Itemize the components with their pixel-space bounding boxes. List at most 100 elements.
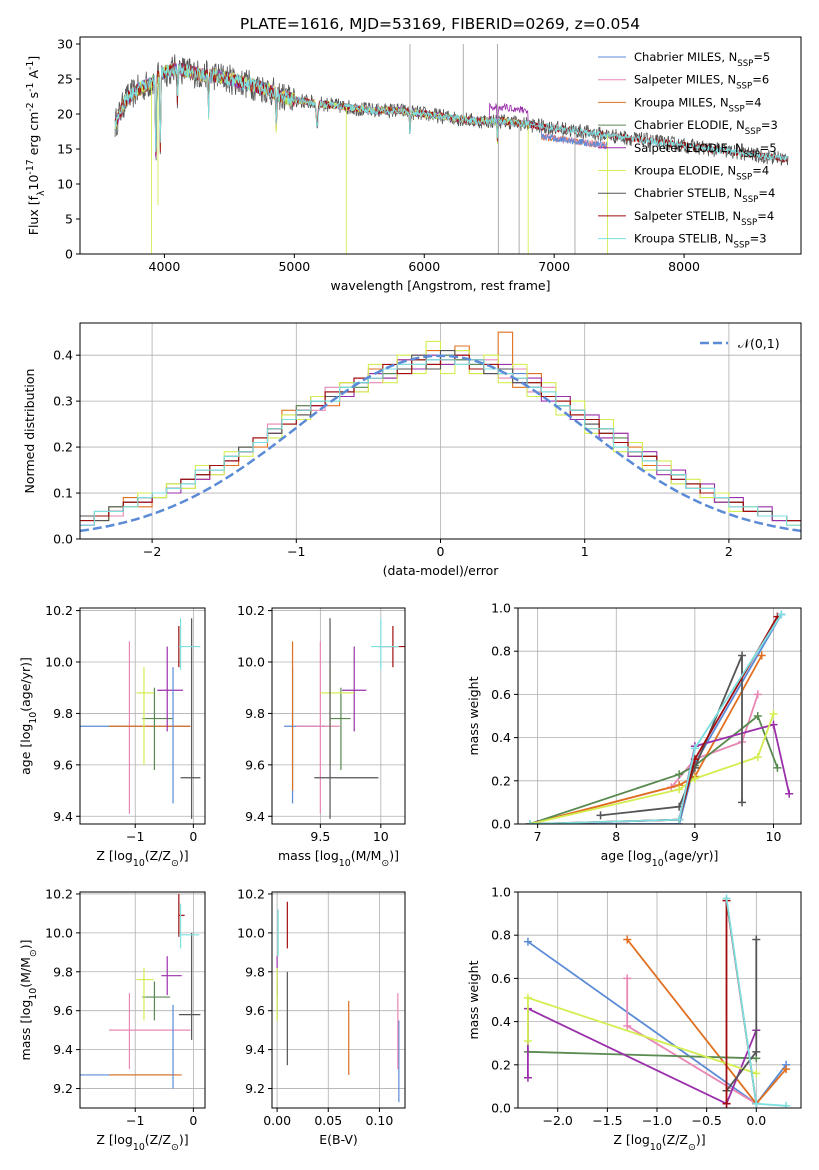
y-tick-label: 5 bbox=[65, 212, 73, 227]
y-tick-label: 9.8 bbox=[53, 964, 73, 979]
x-axis-label: age [log10(age/yr)] bbox=[601, 848, 719, 869]
legend-label: Salpeter STELIB, NSSP=4 bbox=[634, 209, 774, 228]
y-axis-label: mass weight bbox=[466, 960, 481, 1039]
axes-frame bbox=[517, 891, 802, 1109]
y-tick-label: 15 bbox=[57, 142, 73, 157]
legend-label: Chabrier STELIB, NSSP=4 bbox=[634, 186, 775, 205]
panel-age-vs-z: −1 0 9.4 9.6 9.8 10.0 10.2 Z [log10(Z/Z⊙)] age [… bbox=[18, 603, 206, 869]
weight-line-kroupa-elodie bbox=[525, 709, 778, 824]
y-tick-label: 30 bbox=[57, 37, 73, 52]
x-tick-label: 0 bbox=[189, 1113, 197, 1128]
y-tick-label: 0.8 bbox=[491, 928, 511, 943]
errorbar-point-salpeter-elodie bbox=[157, 646, 183, 732]
errorbar-point-kroupa-elodie bbox=[136, 667, 154, 765]
plot-area-age-vs-z bbox=[80, 618, 201, 819]
x-tick-label: −2.0 bbox=[543, 1113, 573, 1128]
y-tick-label: 0.0 bbox=[491, 1101, 511, 1116]
x-tick-label: 10 bbox=[373, 829, 389, 844]
x-tick-label: 9.5 bbox=[310, 829, 330, 844]
x-tick-label: 7000 bbox=[538, 259, 570, 274]
x-axis-label: (data-model)/error bbox=[383, 563, 500, 578]
weight-line-chabrier-elodie bbox=[523, 1047, 761, 1063]
weight-line-kroupa-miles bbox=[525, 651, 766, 824]
weight-line-salpeter-elodie bbox=[533, 720, 794, 824]
errorbar-point-chabrier-elodie bbox=[330, 687, 351, 770]
x-tick-label: 1 bbox=[581, 544, 589, 559]
x-axis-label: Z [log10(Z/Z⊙)] bbox=[96, 848, 188, 869]
weight-line-chabrier-elodie bbox=[525, 712, 782, 824]
y-tick-label: 0.0 bbox=[53, 532, 73, 547]
y-tick-label: 0 bbox=[65, 247, 73, 262]
y-tick-label: 0.4 bbox=[491, 1014, 511, 1029]
y-tick-label: 0.4 bbox=[491, 730, 511, 745]
errorbar-point-chabrier-stelib bbox=[180, 618, 201, 819]
y-tick-label: 9.6 bbox=[245, 757, 265, 772]
weight-line-salpeter-miles bbox=[525, 690, 762, 824]
x-tick-label: 0 bbox=[437, 544, 445, 559]
x-axis-label: mass [log10(M/M⊙)] bbox=[278, 848, 399, 869]
x-tick-label: 0.00 bbox=[263, 1113, 291, 1128]
plot-area-age-vs-mass bbox=[284, 618, 405, 819]
axes-frame bbox=[517, 607, 802, 825]
axes-frame bbox=[79, 36, 802, 255]
y-tick-label: 9.2 bbox=[53, 1081, 73, 1096]
plot-area-mass-vs-z bbox=[80, 893, 201, 1089]
plot-area-mass-weight-vs-age bbox=[525, 610, 794, 824]
errorbar-point-chabrier-elodie bbox=[142, 981, 171, 1021]
y-tick-label: 0.4 bbox=[53, 348, 73, 363]
y-tick-label: 0.6 bbox=[491, 971, 511, 986]
y-axis-label: mass weight bbox=[466, 676, 481, 755]
x-tick-label: −1.0 bbox=[642, 1113, 672, 1128]
y-axis-label: age [log10(age/yr)] bbox=[18, 657, 39, 775]
y-tick-label: 9.8 bbox=[53, 706, 73, 721]
panel-mass-vs-ebv: 0.00 0.05 0.10 9.2 9.4 9.6 9.8 10.0 10.2 E(B-V) bbox=[237, 886, 406, 1147]
y-tick-label: 9.6 bbox=[245, 1003, 265, 1018]
errorbar-point-salpeter-miles bbox=[109, 993, 191, 1070]
y-axis-label: mass [log10(M/M⊙)] bbox=[18, 940, 39, 1061]
y-tick-label: 10.2 bbox=[45, 603, 73, 618]
x-tick-label: 10 bbox=[766, 829, 782, 844]
y-tick-label: 0.1 bbox=[53, 486, 73, 501]
y-tick-label: 25 bbox=[57, 72, 73, 87]
legend-label: Chabrier ELODIE, NSSP=3 bbox=[634, 118, 778, 137]
y-tick-label: 9.2 bbox=[245, 1081, 265, 1096]
errorbar-point-salpeter-stelib bbox=[178, 893, 185, 937]
x-tick-label: −0.5 bbox=[691, 1113, 721, 1128]
x-axis-label: wavelength [Angstrom, rest frame] bbox=[330, 278, 550, 293]
panel-mass-vs-z: −1 0 9.2 9.4 9.6 9.8 10.0 10.2 Z [log10(Z/Z⊙)] ma… bbox=[18, 886, 206, 1153]
legend-label: Kroupa MILES, NSSP=4 bbox=[634, 95, 762, 114]
panel-age-vs-mass: 9.5 10 9.4 9.6 9.8 10.0 10.2 mass [log10(M/M⊙)] bbox=[237, 603, 406, 869]
x-tick-label: −1 bbox=[126, 1113, 144, 1128]
y-tick-label: 9.6 bbox=[53, 1003, 73, 1018]
y-tick-label: 0.2 bbox=[491, 1057, 511, 1072]
y-tick-label: 9.4 bbox=[53, 809, 73, 824]
y-tick-label: 0.3 bbox=[53, 394, 73, 409]
weight-line-kroupa-stelib bbox=[525, 610, 786, 824]
errorbar-point-kroupa-elodie bbox=[320, 667, 355, 765]
plot-area-residual-histogram bbox=[80, 331, 801, 533]
y-tick-label: 9.4 bbox=[53, 1042, 73, 1057]
x-tick-label: 5000 bbox=[278, 259, 310, 274]
axes-frame bbox=[79, 891, 206, 1109]
x-tick-label: 4000 bbox=[149, 259, 181, 274]
x-axis-label: Z [log10(Z/Z⊙)] bbox=[96, 1132, 188, 1153]
x-tick-label: −1 bbox=[287, 544, 305, 559]
x-axis-label: E(B-V) bbox=[319, 1132, 358, 1147]
y-tick-label: 0.2 bbox=[491, 773, 511, 788]
panel-mass-weight-vs-age: 7 8 9 10 0.0 0.2 0.4 0.6 0.8 1.0 age [log10(age/yr… bbox=[466, 601, 802, 869]
errorbar-point-chabrier-stelib bbox=[178, 932, 201, 1040]
x-tick-label: 9 bbox=[691, 829, 699, 844]
errorbar-point-kroupa-stelib bbox=[178, 903, 200, 949]
legend-label: Kroupa ELODIE, NSSP=4 bbox=[634, 164, 769, 183]
x-tick-label: 0.0 bbox=[746, 1113, 766, 1128]
y-tick-label: 10.0 bbox=[45, 655, 73, 670]
axes-frame bbox=[79, 607, 206, 825]
y-tick-label: 10.0 bbox=[45, 925, 73, 940]
y-tick-label: 10 bbox=[57, 177, 73, 192]
weight-line-chabrier-stelib bbox=[722, 935, 761, 1095]
y-tick-label: 9.8 bbox=[245, 964, 265, 979]
x-tick-label: 2 bbox=[725, 544, 733, 559]
y-tick-label: 10.0 bbox=[237, 925, 265, 940]
errorbar-point-kroupa-stelib bbox=[178, 618, 201, 670]
